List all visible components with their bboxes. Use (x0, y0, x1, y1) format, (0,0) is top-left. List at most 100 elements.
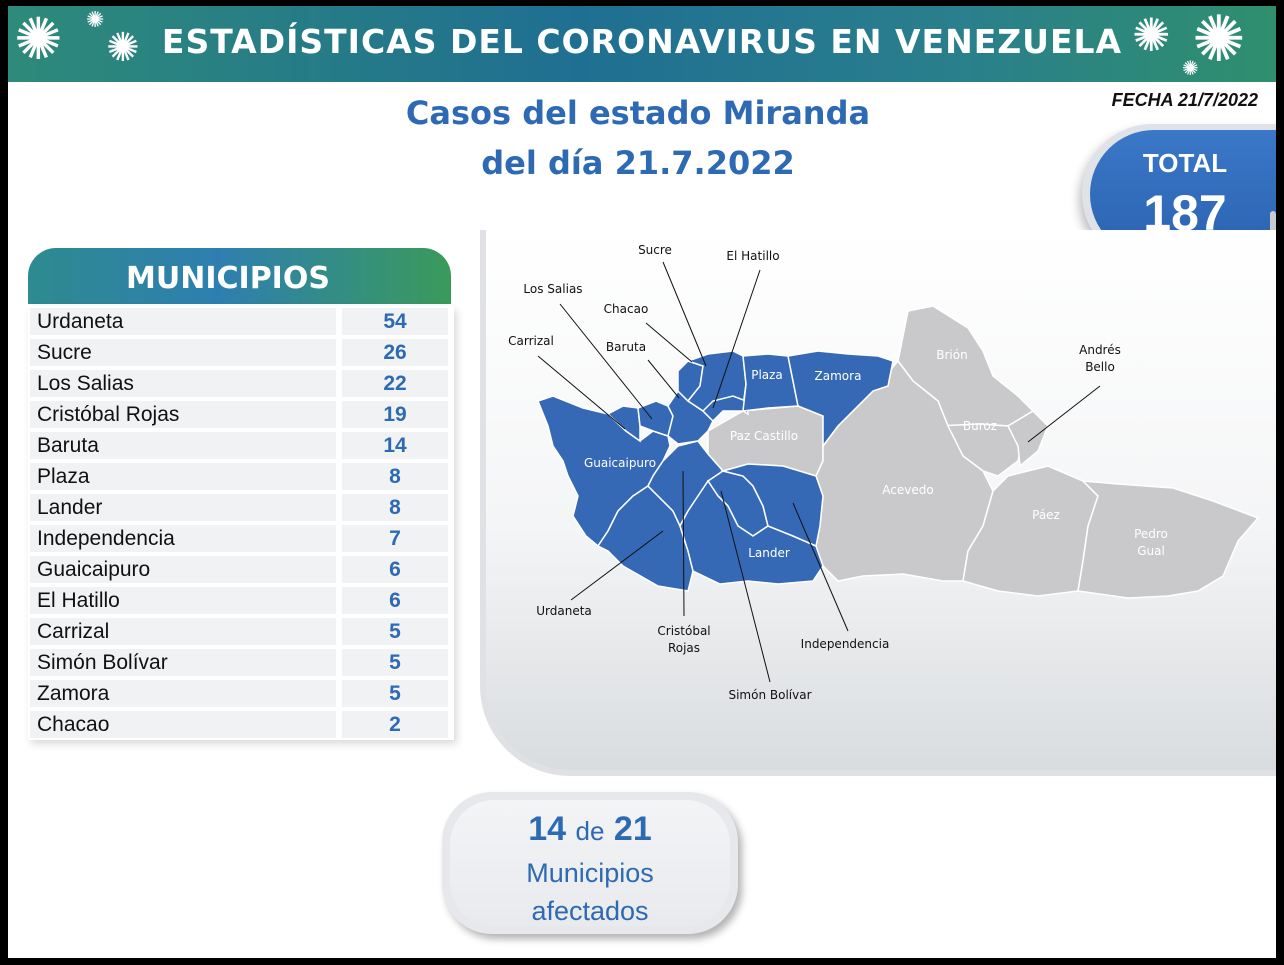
map-label-brion: Brión (936, 348, 967, 362)
map-label-cristobal-rojas-2: Rojas (668, 641, 700, 655)
municipio-cases: 7 (342, 525, 448, 552)
municipio-cases: 22 (342, 370, 448, 397)
virus-icon: ✺ (14, 6, 63, 73)
map-label-lander: Lander (748, 546, 790, 560)
map-label-los-salias: Los Salias (523, 282, 582, 296)
map-label-independencia: Independencia (801, 637, 890, 651)
map-label-pedro-gual-2: Gual (1137, 544, 1165, 558)
affected-summary-inner: 14 de 21 Municipios afectados (450, 800, 730, 926)
map-label-chacao: Chacao (604, 302, 649, 316)
virus-icon: ✺ (1192, 6, 1246, 77)
map-unaffected-regions (707, 305, 1260, 599)
map-label-simon-bolivar: Simón Bolívar (728, 688, 811, 702)
table-row: Zamora 5 (28, 678, 454, 709)
affected-connector: de (575, 816, 605, 846)
municipio-cases: 26 (342, 339, 448, 366)
table-row: Los Salias 22 (28, 368, 454, 399)
municipio-name: Carrizal (30, 618, 336, 645)
municipio-name: Sucre (30, 339, 336, 366)
map-label-guaicaipuro: Guaicaipuro (584, 456, 656, 470)
municipio-name: Baruta (30, 432, 336, 459)
table-row: Simón Bolívar 5 (28, 647, 454, 678)
municipio-cases: 5 (342, 618, 448, 645)
municipio-name: Urdaneta (30, 308, 336, 335)
affected-number: 14 (528, 810, 567, 848)
map-label-sucre: Sucre (638, 243, 672, 257)
municipios-table-title: MUNICIPIOS (126, 261, 330, 296)
municipio-cases: 8 (342, 463, 448, 490)
date-label: FECHA 21/7/2022 (1111, 90, 1258, 110)
municipio-name: Lander (30, 494, 336, 521)
total-municipios-number: 21 (613, 810, 652, 848)
affected-count: 14 de 21 (450, 810, 730, 849)
map-label-baruta: Baruta (606, 340, 646, 354)
municipio-name: Chacao (30, 711, 336, 738)
map-label-paez: Páez (1032, 508, 1060, 522)
municipio-name: Cristóbal Rojas (30, 401, 336, 428)
municipio-cases: 5 (342, 680, 448, 707)
municipio-name: Zamora (30, 680, 336, 707)
map-leader-lines (537, 261, 1101, 683)
table-row: El Hatillo 6 (28, 585, 454, 616)
table-row: Lander 8 (28, 492, 454, 523)
municipio-name: Independencia (30, 525, 336, 552)
total-label: TOTAL (1142, 148, 1228, 178)
municipio-cases: 14 (342, 432, 448, 459)
municipio-cases: 8 (342, 494, 448, 521)
region-pedro-gual (1077, 480, 1260, 599)
map-label-andres-bello-1: Andrés (1079, 343, 1121, 357)
municipio-cases: 6 (342, 556, 448, 583)
map-label-urdaneta: Urdaneta (536, 604, 592, 618)
affected-label-line-2: afectados (531, 896, 649, 926)
municipio-cases: 5 (342, 649, 448, 676)
affected-summary: 14 de 21 Municipios afectados (442, 792, 738, 934)
table-row: Carrizal 5 (28, 616, 454, 647)
table-row: Cristóbal Rojas 19 (28, 399, 454, 430)
map-label-cristobal-rojas-1: Cristóbal (657, 624, 710, 638)
slide: ✺ ✺ ✺ ✺ ✺ ✺ ESTADÍSTICAS DEL CORONAVIRUS… (8, 6, 1276, 958)
virus-icon: ✺ (1182, 56, 1199, 80)
municipio-cases: 19 (342, 401, 448, 428)
virus-icon: ✺ (86, 8, 105, 33)
region-el-hatillo (701, 395, 749, 423)
page-title: Casos del estado Miranda del día 21.7.20… (338, 88, 938, 188)
table-row: Sucre 26 (28, 337, 454, 368)
map-labels: Sucre El Hatillo Los Salias Chacao Carri… (508, 243, 1168, 702)
region-zamora (787, 350, 894, 449)
map-label-andres-bello-2: Bello (1085, 360, 1115, 374)
region-independencia (720, 463, 824, 548)
map-label-pedro-gual-1: Pedro (1134, 527, 1168, 541)
municipio-name: Guaicaipuro (30, 556, 336, 583)
municipio-name: Simón Bolívar (30, 649, 336, 676)
municipio-cases: 6 (342, 587, 448, 614)
header-banner: ✺ ✺ ✺ ✺ ✺ ✺ ESTADÍSTICAS DEL CORONAVIRUS… (8, 6, 1276, 82)
map-label-plaza: Plaza (751, 368, 783, 382)
virus-icon: ✺ (106, 25, 140, 71)
table-row: Baruta 14 (28, 430, 454, 461)
map-label-acevedo: Acevedo (882, 483, 933, 497)
table-row: Urdaneta 54 (28, 306, 454, 337)
page-title-line-2: del día 21.7.2022 (481, 144, 795, 182)
municipio-cases: 2 (342, 711, 448, 738)
virus-icon: ✺ (1132, 8, 1171, 62)
miranda-map: Sucre El Hatillo Los Salias Chacao Carri… (508, 243, 1260, 702)
municipio-name: El Hatillo (30, 587, 336, 614)
municipio-cases: 54 (342, 308, 448, 335)
table-row: Plaza 8 (28, 461, 454, 492)
map-label-zamora: Zamora (815, 369, 862, 383)
banner-title: ESTADÍSTICAS DEL CORONAVIRUS EN VENEZUEL… (161, 22, 1123, 61)
map-label-el-hatillo: El Hatillo (726, 249, 779, 263)
map-label-paz-castillo: Paz Castillo (730, 429, 798, 443)
map-affected-regions (537, 350, 894, 592)
table-row: Guaicaipuro 6 (28, 554, 454, 585)
table-row: Chacao 2 (28, 709, 454, 740)
map-label-buroz: Buroz (963, 419, 997, 433)
page-title-line-1: Casos del estado Miranda (405, 94, 871, 132)
table-row: Independencia 7 (28, 523, 454, 554)
affected-label-line-1: Municipios (526, 858, 654, 888)
municipios-table-header: MUNICIPIOS (28, 248, 451, 304)
map-label-carrizal: Carrizal (508, 334, 554, 348)
municipio-name: Plaza (30, 463, 336, 490)
municipio-name: Los Salias (30, 370, 336, 397)
region-andres-bello (1007, 410, 1049, 468)
